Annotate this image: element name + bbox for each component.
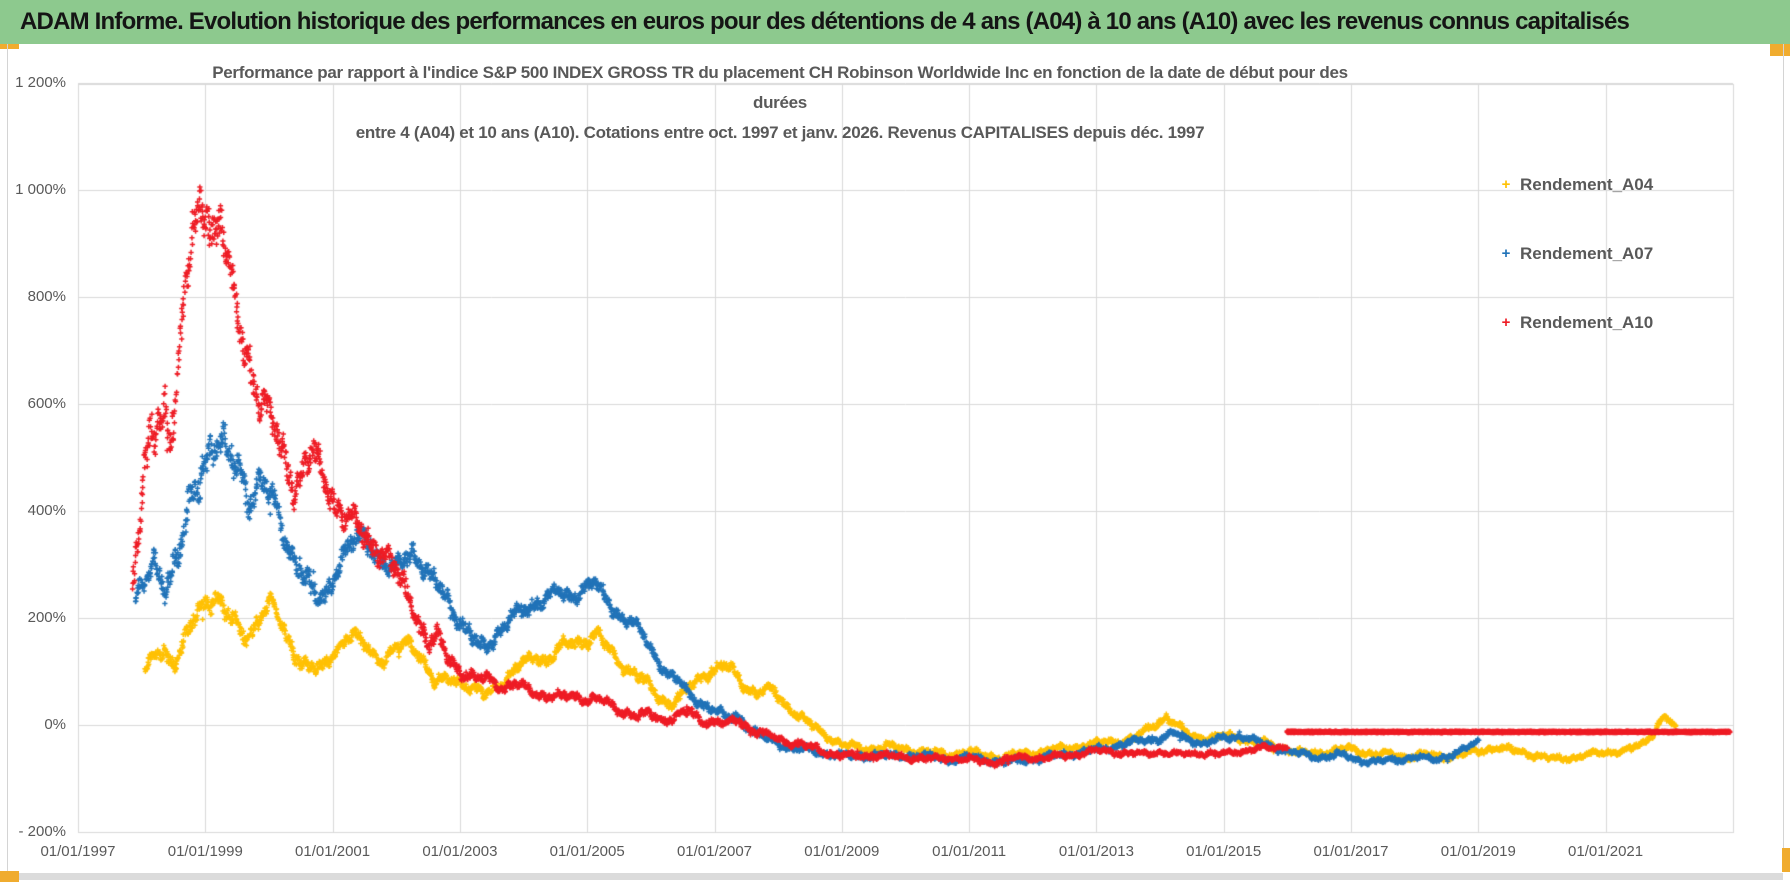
x-tick-label: 01/01/2005 [549,843,625,860]
x-tick-label: 01/01/2021 [1568,843,1644,860]
y-tick-label: 600% [27,395,66,412]
chart-title-line-3: entre 4 (A04) et 10 ans (A10). Cotations… [355,123,1205,142]
chart-title: Performance par rapport à l'indice S&P 5… [140,58,1420,148]
plus-marker-icon: + [1501,314,1511,331]
legend-label: Rendement_A10 [1520,313,1654,332]
x-tick-label: 01/01/2013 [1058,843,1134,860]
y-tick-label: 200% [27,609,66,626]
chart-title-line-1: Performance par rapport à l'indice S&P 5… [212,63,1348,82]
plus-marker-icon: + [1501,176,1511,193]
legend-item-rendement-a07[interactable]: + Rendement_A07 [1498,241,1654,267]
y-tick-label: 1 200% [15,74,66,91]
x-tick-label: 01/01/2007 [676,843,753,860]
legend-label: Rendement_A07 [1520,244,1654,263]
legend-label: Rendement_A04 [1520,175,1654,194]
y-tick-label: 800% [27,288,66,305]
x-tick-label: 01/01/2001 [295,843,371,860]
legend-item-rendement-a10[interactable]: + Rendement_A10 [1498,310,1654,336]
x-tick-label: 01/01/1997 [40,843,116,860]
x-tick-label: 01/01/2017 [1313,843,1389,860]
y-tick-label: - 200% [18,823,66,840]
x-tick-label: 01/01/1999 [167,843,243,860]
x-tick-label: 01/01/2003 [422,843,498,860]
x-tick-label: 01/01/2015 [1186,843,1262,860]
x-tick-label: 01/01/2009 [804,843,880,860]
legend-item-rendement-a04[interactable]: + Rendement_A04 [1498,172,1654,198]
y-tick-label: 400% [27,502,66,519]
chart-title-line-2: durées [753,93,807,112]
x-tick-label: 01/01/2011 [932,843,1007,860]
y-tick-label: 0% [44,716,66,733]
y-tick-label: 1 000% [15,181,66,198]
x-tick-label: 01/01/2019 [1440,843,1516,860]
plus-marker-icon: + [1501,245,1511,262]
